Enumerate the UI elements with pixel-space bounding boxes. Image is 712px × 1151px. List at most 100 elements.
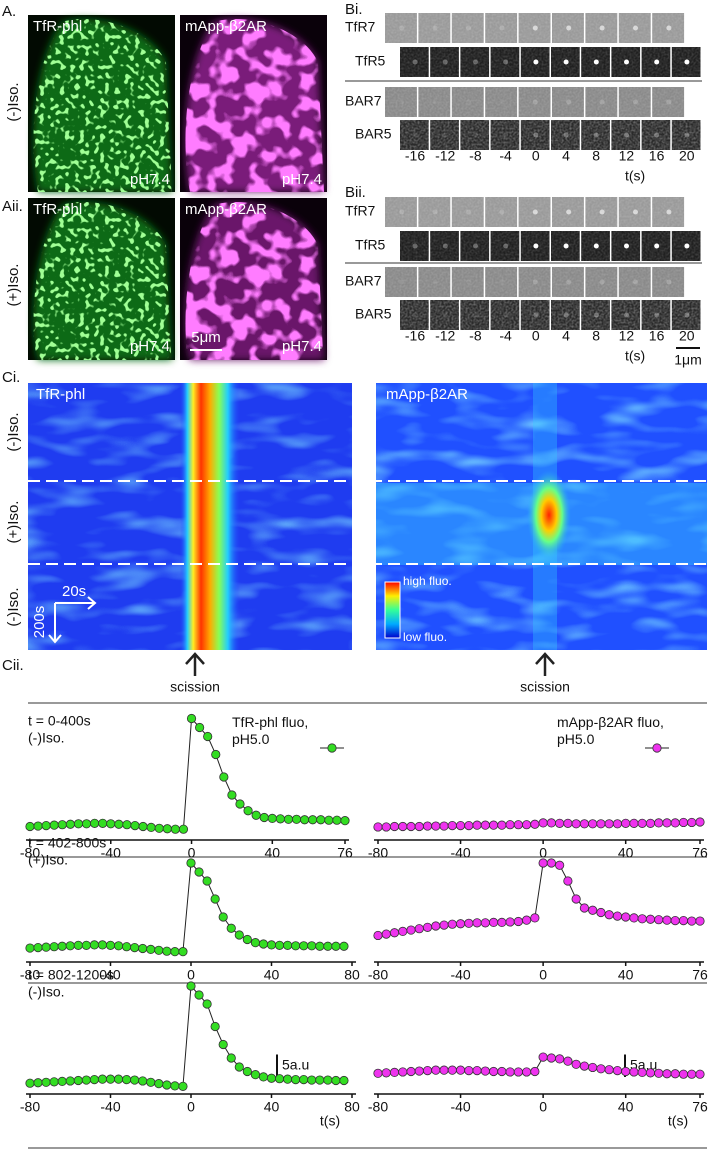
scale-bar-label: 5a.u [282, 1056, 309, 1072]
data-point [472, 1066, 482, 1076]
data-point [687, 1069, 697, 1079]
data-point [596, 1064, 606, 1074]
time-label: 4 [562, 148, 570, 164]
annotation: t = 802-1200s [28, 967, 114, 983]
time-label: 16 [649, 328, 665, 344]
data-point [662, 1069, 672, 1079]
spot [633, 209, 638, 215]
data-point [331, 941, 341, 951]
data-point [49, 942, 59, 952]
legend-marker [652, 743, 662, 753]
data-point [81, 819, 92, 829]
data-point [604, 819, 614, 829]
thumbnail-noise [460, 120, 490, 150]
thumbnail-noise [418, 197, 451, 227]
x-tick-label: 80 [344, 967, 360, 983]
x-tick-label: -80 [20, 845, 40, 861]
row-label: BAR5 [355, 126, 392, 142]
data-point [678, 915, 689, 926]
data-point [316, 815, 326, 825]
thumbnail-noise [585, 267, 618, 297]
spot [666, 99, 672, 105]
data-point [455, 820, 466, 831]
thumbnail-noise [551, 120, 580, 150]
thumbnail-noise [551, 300, 580, 330]
data-point [274, 1074, 285, 1084]
thumbnail-noise [418, 267, 451, 297]
panel-label: Bii. [345, 184, 366, 201]
x-tick-label: -40 [450, 967, 470, 983]
data-point [283, 814, 294, 824]
spot [532, 209, 538, 215]
data-point [488, 917, 499, 928]
data-point [65, 1076, 75, 1086]
data-point [538, 1052, 548, 1062]
data-point [629, 913, 639, 923]
data-point [274, 940, 285, 950]
data-point [381, 822, 391, 832]
x-tick-label: 40 [618, 845, 634, 861]
colorbar-label: low fluo. [403, 630, 447, 644]
spot [563, 312, 569, 318]
thumbnail-noise [518, 267, 551, 297]
data-point [41, 1077, 51, 1087]
thumbnail-noise [581, 120, 610, 150]
data-point [250, 1070, 260, 1080]
thumbnail-noise [451, 13, 484, 43]
spot [633, 25, 638, 31]
data-point [259, 812, 269, 823]
data-point [530, 819, 540, 829]
thumbnail-noise [520, 120, 550, 150]
data-point [122, 942, 132, 952]
data-point [57, 941, 67, 951]
kymo-title: TfR-phl [36, 386, 85, 403]
spot [566, 99, 572, 105]
x-axis-label: t(s) [320, 1113, 340, 1129]
thumbnail-noise [385, 197, 417, 227]
data-point [339, 1075, 349, 1086]
micrograph-group [28, 198, 327, 360]
thumbnail-noise [418, 87, 451, 117]
data-point [571, 1059, 581, 1069]
spot [633, 279, 638, 285]
arrow [185, 652, 205, 676]
data-point [89, 940, 100, 950]
spot [654, 59, 660, 65]
data-point [472, 918, 482, 928]
data-point [219, 772, 229, 782]
data-point [604, 1065, 614, 1075]
time-label: -12 [435, 328, 455, 344]
data-point [130, 1075, 140, 1085]
data-point [538, 818, 548, 828]
spot [532, 99, 538, 105]
data-point [588, 905, 598, 915]
data-point [654, 1068, 664, 1078]
data-point [687, 916, 697, 926]
data-point [670, 915, 680, 926]
data-point [546, 1053, 556, 1063]
legend: mApp-β2AR fluo, pH5.0 [557, 714, 664, 747]
x-axis-label: t(s) [668, 1113, 688, 1129]
data-point [480, 820, 490, 830]
x-tick-label: 76 [337, 845, 353, 861]
spot [593, 132, 599, 138]
spot [566, 279, 572, 285]
data-point [299, 941, 309, 951]
panel-label: Bi. [345, 1, 363, 18]
x-tick-label: -80 [368, 845, 388, 861]
data-point [530, 913, 540, 923]
data-point [324, 815, 334, 825]
data-point [299, 1075, 309, 1085]
time-label: -16 [405, 328, 425, 344]
x-tick-label: 0 [187, 967, 195, 983]
data-point [226, 1053, 236, 1063]
x-tick-label: 76 [692, 845, 708, 861]
data-point [621, 818, 631, 828]
data-point [275, 814, 285, 824]
data-point [170, 947, 180, 957]
x-tick-label: -80 [368, 967, 388, 983]
spot [684, 59, 690, 65]
scale-label: 1μm [674, 352, 702, 368]
data-point [406, 821, 416, 832]
thumbnail-noise [485, 267, 518, 297]
